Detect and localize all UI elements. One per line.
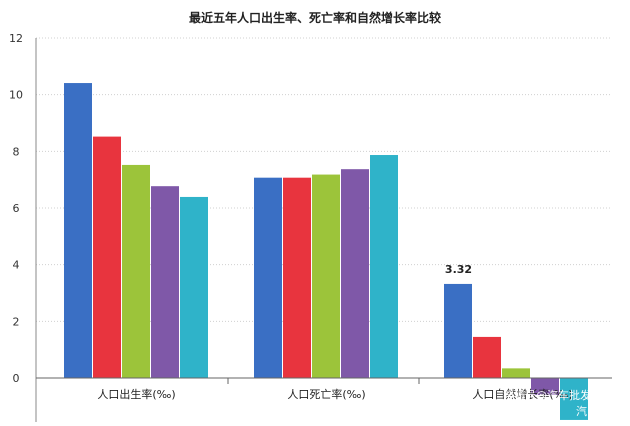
y-tick-label: 10: [9, 89, 23, 102]
watermark-line2: 汽: [576, 404, 587, 418]
bar: [473, 336, 501, 378]
data-label: 3.32: [445, 263, 472, 276]
bar: [254, 177, 282, 378]
bar: [151, 186, 179, 378]
bar: [370, 155, 398, 378]
y-tick-label: 8: [13, 145, 20, 158]
bar: [93, 136, 121, 378]
bar: [560, 378, 588, 420]
bar: [531, 378, 559, 395]
bar: [444, 283, 472, 378]
y-tick-label: 6: [13, 202, 20, 215]
watermark: 搜狐号@汽车批发 汽: [503, 388, 591, 418]
bar: [64, 83, 92, 379]
bar: [341, 169, 369, 378]
y-tick-label: 0: [13, 372, 20, 385]
y-tick-label: 2: [13, 315, 20, 328]
x-axis: 人口出生率(‰) 人口死亡率(‰) 人口自然增长率(‰): [36, 377, 612, 401]
x-category-label: 人口出生率(‰): [97, 387, 175, 401]
x-category-label: 人口死亡率(‰): [287, 387, 365, 401]
bar: [502, 368, 530, 378]
y-tick-label: 4: [13, 259, 20, 272]
bar: [283, 177, 311, 378]
y-tick-label: 12: [9, 32, 23, 45]
x-category-label: 人口自然增长率(‰): [472, 387, 572, 401]
chart-title: 最近五年人口出生率、死亡率和自然增长率比较: [189, 10, 441, 25]
data-labels: 3.32: [445, 263, 472, 276]
bar: [312, 174, 340, 378]
bar: [180, 196, 208, 378]
bars: [64, 83, 588, 420]
watermark-line1: 搜狐号@汽车批发: [503, 388, 591, 402]
y-axis: 0 2 4 6 8 10 12: [9, 32, 37, 422]
bar: [122, 164, 150, 378]
